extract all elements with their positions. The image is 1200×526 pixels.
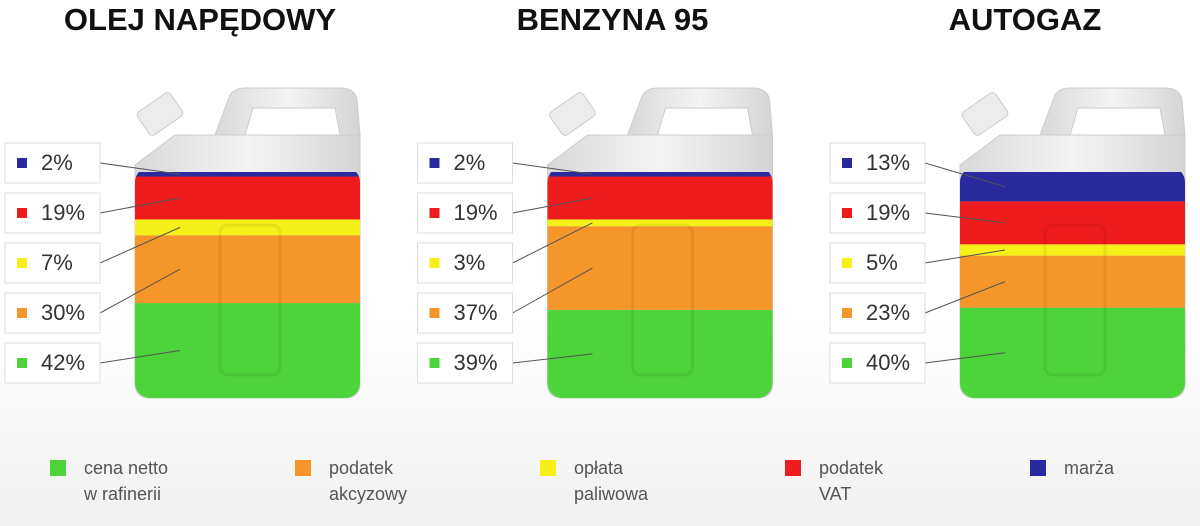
- segment: [960, 255, 1185, 308]
- segment: [960, 244, 1185, 256]
- value-label: 37%: [454, 300, 498, 325]
- label-swatch: [17, 258, 27, 268]
- can-handle: [626, 87, 774, 136]
- leader-line: [924, 352, 1006, 364]
- legend-swatch: [785, 460, 801, 476]
- value-label: 19%: [41, 200, 85, 225]
- can-spout: [136, 92, 184, 136]
- can-handle: [1039, 87, 1186, 136]
- segment: [547, 226, 773, 310]
- leader-line: [512, 222, 593, 264]
- legend-swatch: [540, 460, 556, 476]
- can-handle: [214, 87, 361, 136]
- label-swatch: [17, 158, 27, 168]
- value-label: 19%: [454, 200, 498, 225]
- leader-line: [512, 353, 593, 364]
- segment: [960, 307, 1185, 398]
- segment: [960, 201, 1185, 245]
- segment: [135, 235, 360, 304]
- legend-swatch: [50, 460, 66, 476]
- value-label: 2%: [41, 150, 73, 175]
- segment: [547, 309, 773, 398]
- label-swatch: [429, 158, 440, 168]
- can-window: [631, 223, 694, 377]
- leader-line: [512, 162, 593, 175]
- label-swatch: [842, 158, 852, 168]
- value-label: 3%: [454, 250, 486, 275]
- value-label: 42%: [41, 350, 85, 375]
- legend-label: podatek VAT: [819, 458, 884, 504]
- segment: [135, 176, 360, 220]
- label-swatch: [17, 208, 27, 218]
- legend-label: podatek akcyzowy: [329, 458, 408, 504]
- value-label: 13%: [866, 150, 910, 175]
- value-label: 2%: [454, 150, 486, 175]
- label-swatch: [429, 358, 440, 368]
- leader-line: [99, 162, 181, 175]
- label-swatch: [429, 208, 440, 218]
- value-label: 40%: [866, 350, 910, 375]
- legend-label: marża: [1064, 458, 1115, 478]
- segment: [135, 219, 360, 236]
- legend-swatch: [295, 460, 311, 476]
- value-label: 39%: [454, 350, 498, 375]
- column-title: AUTOGAZ: [949, 2, 1102, 37]
- leader-line: [924, 281, 1006, 314]
- can-spout: [549, 92, 596, 136]
- value-label: 19%: [866, 200, 910, 225]
- value-label: 5%: [866, 250, 898, 275]
- segment: [547, 219, 773, 227]
- legend-swatch: [1030, 460, 1046, 476]
- label-swatch: [842, 258, 852, 268]
- can-spout: [961, 92, 1009, 136]
- legend-item: opłata paliwowa: [540, 455, 674, 507]
- legend-label: opłata paliwowa: [574, 458, 649, 504]
- legend-label: cena netto w rafinerii: [84, 458, 169, 504]
- segment: [547, 176, 773, 220]
- can-window: [218, 223, 282, 377]
- column-title: BENZYNA 95: [517, 2, 709, 37]
- legend-item: marża: [1030, 455, 1164, 481]
- leader-line: [512, 197, 593, 214]
- leader-line: [99, 350, 181, 364]
- segment: [547, 172, 773, 177]
- label-swatch: [429, 258, 440, 268]
- leader-line: [512, 267, 593, 314]
- leader-line: [99, 268, 181, 314]
- value-label: 23%: [866, 300, 910, 325]
- leader-line: [924, 162, 1006, 188]
- leader-line: [99, 197, 181, 214]
- leader-line: [99, 226, 181, 264]
- leader-line: [924, 249, 1006, 264]
- label-swatch: [842, 308, 852, 318]
- segment: [960, 172, 1185, 202]
- segment: [135, 303, 360, 398]
- label-swatch: [429, 308, 440, 318]
- can-window: [1043, 223, 1107, 377]
- label-swatch: [842, 358, 852, 368]
- value-label: 30%: [41, 300, 85, 325]
- legend-item: podatek akcyzowy: [295, 455, 429, 507]
- label-swatch: [842, 208, 852, 218]
- label-swatch: [17, 308, 27, 318]
- column-title: OLEJ NAPĘDOWY: [64, 2, 336, 37]
- label-swatch: [17, 358, 27, 368]
- leader-line: [924, 212, 1006, 224]
- legend-item: podatek VAT: [785, 455, 919, 507]
- value-label: 7%: [41, 250, 73, 275]
- segment: [135, 172, 360, 177]
- legend-item: cena netto w rafinerii: [50, 455, 184, 507]
